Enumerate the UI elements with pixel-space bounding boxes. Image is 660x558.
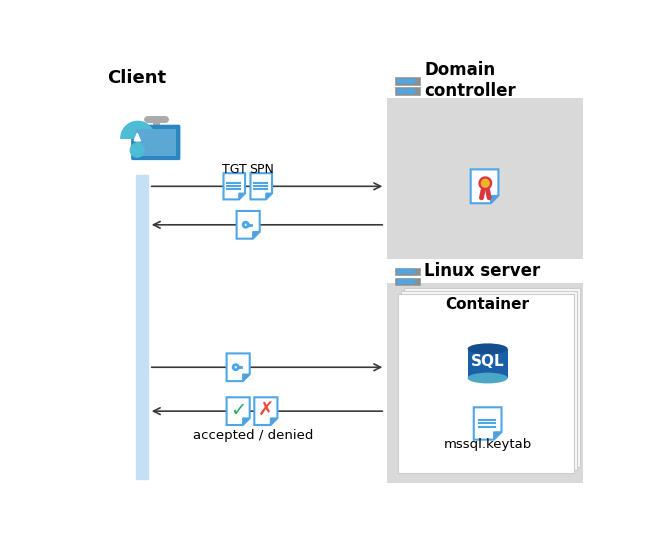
Text: Domain
controller: Domain controller bbox=[424, 61, 516, 100]
Text: Linux server: Linux server bbox=[424, 262, 541, 280]
Polygon shape bbox=[134, 133, 141, 141]
FancyBboxPatch shape bbox=[387, 282, 583, 483]
FancyBboxPatch shape bbox=[407, 278, 415, 284]
Polygon shape bbox=[474, 407, 502, 440]
FancyBboxPatch shape bbox=[401, 291, 577, 470]
Polygon shape bbox=[266, 193, 272, 199]
Polygon shape bbox=[226, 397, 249, 425]
FancyBboxPatch shape bbox=[407, 269, 415, 274]
FancyBboxPatch shape bbox=[397, 269, 406, 274]
Text: Container: Container bbox=[446, 297, 529, 311]
Polygon shape bbox=[271, 418, 277, 425]
FancyBboxPatch shape bbox=[395, 277, 420, 285]
Polygon shape bbox=[237, 211, 260, 239]
Polygon shape bbox=[253, 232, 260, 239]
FancyBboxPatch shape bbox=[136, 129, 176, 156]
FancyBboxPatch shape bbox=[405, 288, 580, 466]
FancyBboxPatch shape bbox=[397, 89, 406, 94]
Text: ✗: ✗ bbox=[257, 401, 274, 420]
FancyBboxPatch shape bbox=[407, 79, 415, 84]
Text: ✓: ✓ bbox=[230, 401, 246, 420]
Polygon shape bbox=[243, 374, 249, 381]
FancyBboxPatch shape bbox=[399, 294, 574, 473]
FancyBboxPatch shape bbox=[395, 78, 420, 85]
Polygon shape bbox=[239, 193, 245, 199]
Ellipse shape bbox=[467, 343, 508, 354]
FancyBboxPatch shape bbox=[397, 79, 406, 84]
FancyBboxPatch shape bbox=[395, 88, 420, 95]
Text: SQL: SQL bbox=[471, 354, 504, 369]
Text: SPN: SPN bbox=[249, 163, 274, 176]
Polygon shape bbox=[494, 432, 502, 440]
FancyBboxPatch shape bbox=[387, 98, 583, 259]
Polygon shape bbox=[251, 173, 272, 199]
Polygon shape bbox=[471, 170, 498, 203]
FancyBboxPatch shape bbox=[395, 267, 420, 275]
FancyBboxPatch shape bbox=[407, 89, 415, 94]
Polygon shape bbox=[491, 195, 498, 203]
Text: TGT: TGT bbox=[222, 163, 247, 176]
Circle shape bbox=[478, 176, 492, 190]
FancyBboxPatch shape bbox=[397, 278, 406, 284]
Text: mssql.keytab: mssql.keytab bbox=[444, 438, 532, 451]
Circle shape bbox=[129, 142, 145, 158]
FancyBboxPatch shape bbox=[131, 124, 180, 160]
FancyBboxPatch shape bbox=[467, 349, 508, 378]
Text: Client: Client bbox=[107, 69, 166, 86]
Polygon shape bbox=[226, 353, 249, 381]
Polygon shape bbox=[224, 173, 245, 199]
Polygon shape bbox=[254, 397, 277, 425]
Ellipse shape bbox=[467, 373, 508, 383]
Circle shape bbox=[480, 179, 490, 188]
Polygon shape bbox=[243, 418, 249, 425]
Text: accepted / denied: accepted / denied bbox=[193, 429, 314, 441]
